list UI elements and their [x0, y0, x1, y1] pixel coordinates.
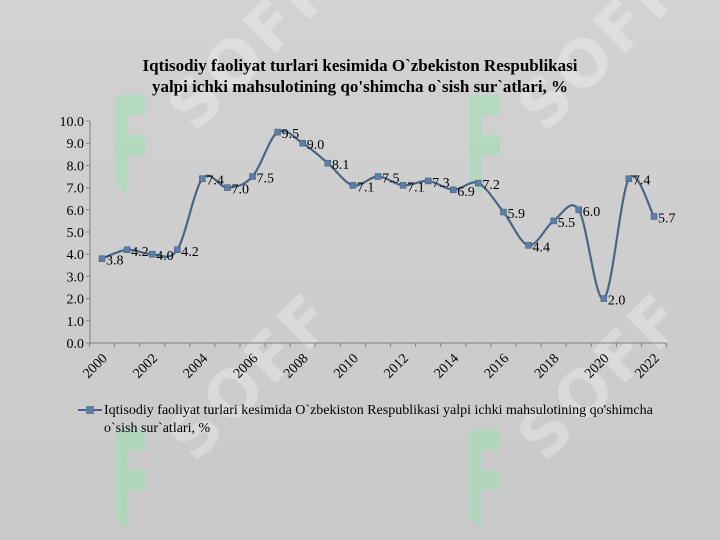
- data-label: 7.0: [231, 183, 249, 198]
- data-label: 7.4: [633, 174, 651, 189]
- data-point: [374, 173, 382, 180]
- data-label: 5.7: [658, 211, 676, 226]
- x-tick-label: 2014: [432, 351, 462, 381]
- x-tick-label: 2016: [482, 351, 512, 381]
- y-tick-label: 9.0: [67, 137, 85, 152]
- data-point: [199, 175, 206, 182]
- data-label: 7.5: [257, 172, 275, 187]
- data-point: [450, 186, 457, 194]
- data-point: [399, 182, 407, 189]
- chart-title-line-1: Iqtisodiy faoliyat turlari kesimida O`zb…: [142, 56, 578, 75]
- series-line: [101, 129, 655, 300]
- chart-title-line-2: yalpi ichki mahsulotining qo'shimcha o`s…: [151, 77, 569, 96]
- y-axis-ticks: 0.0 1.0 2.0 3.0 4.0 5.0 6.0 7.0 8.0 9.0 10.0: [60, 115, 90, 352]
- data-label: 7.1: [357, 180, 375, 195]
- x-tick-label: 2022: [632, 351, 662, 381]
- watermark-logo-icon: [470, 430, 500, 530]
- y-tick-label: 5.0: [67, 226, 85, 241]
- x-tick-label: 2000: [80, 351, 110, 381]
- chart-title: Iqtisodiy faoliyat turlari kesimida O`zb…: [60, 55, 660, 97]
- y-tick-label: 4.0: [67, 248, 85, 263]
- chart-axes: [89, 121, 666, 344]
- x-tick-label: 2004: [181, 351, 211, 381]
- x-tick-label: 2012: [382, 351, 412, 381]
- watermark-logo-icon: [115, 430, 145, 530]
- data-point: [299, 139, 306, 147]
- data-label: 3.8: [106, 254, 124, 269]
- data-point: [650, 213, 658, 220]
- data-point: [525, 242, 532, 249]
- data-point: [98, 255, 106, 262]
- data-point: [249, 173, 256, 180]
- data-point: [174, 246, 181, 254]
- data-point: [600, 295, 608, 302]
- data-label: 5.9: [507, 207, 525, 222]
- data-label: 4.4: [533, 240, 551, 255]
- series-markers: [98, 128, 658, 302]
- y-tick-label: 2.0: [67, 293, 85, 308]
- data-label: 8.1: [332, 158, 350, 173]
- y-tick-label: 3.0: [67, 270, 85, 285]
- data-label: 4.2: [181, 245, 199, 260]
- data-point: [625, 175, 633, 182]
- y-tick-label: 10.0: [60, 115, 85, 130]
- data-labels: 3.8 4.2 4.0 4.2 7.4 7.0 7.5 9.5 9.0 8.1 7.1 7.5 7.1 7…: [106, 127, 676, 309]
- data-label: 4.2: [131, 245, 149, 260]
- x-tick-label: 2002: [131, 351, 161, 381]
- data-label: 7.2: [482, 178, 500, 193]
- data-label: 6.9: [457, 185, 475, 200]
- data-point: [424, 177, 432, 185]
- y-tick-label: 1.0: [67, 315, 85, 330]
- chart-legend: Iqtisodiy faoliyat turlari kesimida O`zb…: [78, 402, 678, 438]
- x-axis-ticks: 2000 2002 2004 2006 2008 2010 2012 2014 2016 2018…: [80, 343, 668, 382]
- legend-marker: [78, 406, 102, 414]
- watermark-logo-icon: [115, 95, 145, 195]
- x-tick-label: 2008: [281, 351, 311, 381]
- data-label: 7.1: [407, 180, 425, 195]
- data-label: 4.0: [156, 249, 174, 264]
- data-point: [475, 179, 482, 187]
- data-point: [148, 250, 156, 258]
- watermark-logo-icon: [470, 95, 500, 195]
- y-tick-label: 7.0: [67, 182, 85, 197]
- data-label: 7.5: [382, 172, 400, 187]
- data-point: [224, 184, 231, 191]
- data-point: [324, 159, 332, 167]
- x-tick-label: 2020: [582, 351, 612, 381]
- legend-entry-label: Iqtisodiy faoliyat turlari kesimida O`zb…: [104, 403, 653, 436]
- data-label: 9.0: [307, 138, 325, 153]
- data-point: [274, 128, 281, 136]
- data-label: 9.5: [282, 127, 300, 142]
- y-tick-label: 0.0: [67, 337, 85, 352]
- data-label: 6.0: [583, 205, 601, 220]
- y-tick-label: 8.0: [67, 159, 85, 174]
- data-point: [349, 182, 357, 189]
- watermark-logos: [115, 95, 500, 530]
- data-label: 7.4: [206, 174, 224, 189]
- data-point: [500, 208, 507, 216]
- data-point: [550, 217, 557, 225]
- data-point: [575, 206, 582, 214]
- y-tick-label: 6.0: [67, 204, 85, 219]
- data-label: 5.5: [558, 216, 576, 231]
- data-point: [123, 246, 131, 254]
- data-label: 7.3: [432, 176, 450, 191]
- data-label: 2.0: [608, 294, 626, 309]
- x-tick-label: 2010: [331, 351, 361, 381]
- x-tick-label: 2018: [532, 351, 562, 381]
- x-tick-label: 2006: [231, 351, 261, 381]
